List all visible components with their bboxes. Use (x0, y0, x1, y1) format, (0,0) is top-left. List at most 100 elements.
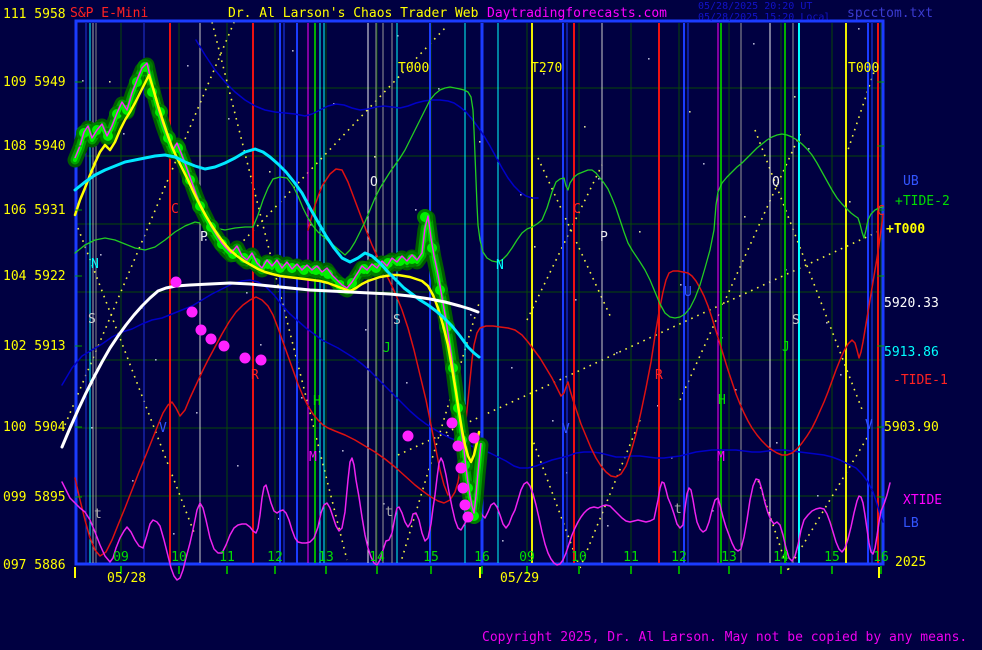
signal-dot (239, 352, 251, 364)
star-speck (753, 43, 755, 45)
hour-label: 16 (873, 549, 889, 565)
signal-dot (452, 440, 464, 452)
copyright-notice: Copyright 2025, Dr. Al Larson. May not b… (482, 630, 968, 645)
right-label-590390: 5903.90 (884, 419, 939, 435)
star-speck (616, 352, 618, 354)
dotted-cycle-line (757, 479, 789, 571)
star-speck (365, 329, 367, 331)
right-label-t000: +T000 (886, 221, 926, 237)
hour-label: 14 (369, 549, 385, 565)
y-axis-label: 097 5886 (3, 557, 66, 573)
y-axis-label: 106 5931 (3, 202, 66, 218)
cycle-letter-P: P (200, 229, 208, 245)
cycle-letter-V: V (159, 420, 167, 436)
hour-label: 11 (623, 549, 639, 565)
dotted-cycle-line (579, 419, 641, 569)
star-speck (520, 194, 522, 196)
star-speck (292, 50, 294, 52)
star-speck (155, 359, 157, 361)
star-speck (607, 525, 609, 527)
xtide-line (61, 457, 891, 581)
star-speck (657, 405, 659, 407)
star-speck (406, 382, 408, 384)
timestamp-ut: 05/28/2025 20:20 UT (698, 1, 813, 12)
star-speck (543, 73, 545, 75)
star-speck (680, 284, 682, 286)
cycle-letter-C: C (877, 203, 885, 219)
data-file-link[interactable]: spcctom.txt (847, 6, 934, 21)
cycle-letter-t: t (94, 506, 102, 522)
star-speck (123, 133, 125, 135)
dotted-cycle-line (847, 59, 879, 151)
star-speck (397, 35, 399, 37)
cycle-letter-O: O (772, 174, 780, 190)
cycle-letter-N: N (91, 256, 99, 272)
green-cycle-line (74, 86, 884, 319)
cycle-letter-t: t (385, 504, 393, 520)
date-label: 05/29 (500, 570, 540, 586)
signal-dot (186, 306, 198, 318)
star-speck (808, 148, 810, 150)
star-speck (109, 81, 111, 83)
hour-label: 15 (824, 549, 840, 565)
price-tick-line (74, 62, 482, 514)
time-cycle-label: T000 (398, 60, 430, 76)
dotted-cycle-line (526, 164, 603, 321)
hour-label: 14 (773, 549, 789, 565)
star-speck (374, 156, 376, 158)
star-speck (849, 201, 851, 203)
star-speck (228, 118, 230, 120)
star-speck (470, 314, 472, 316)
star-speck (671, 457, 673, 459)
star-speck (858, 28, 860, 30)
star-speck (502, 540, 504, 542)
right-label-591386: 5913.86 (884, 344, 939, 360)
star-speck (511, 367, 513, 369)
cycle-letter-N: N (496, 257, 504, 273)
cycle-letter-C: C (573, 201, 581, 217)
star-speck (383, 503, 385, 505)
hour-label: 13 (318, 549, 334, 565)
star-speck (415, 209, 417, 211)
y-axis-label: 099 5895 (3, 489, 66, 505)
site-link[interactable]: Daytradingforecasts.com (487, 6, 668, 21)
cycle-letter-V: V (562, 421, 570, 437)
date-label: 05/28 (107, 570, 147, 586)
upper-band-line (195, 39, 539, 199)
cycle-letter-S: S (88, 311, 96, 327)
signal-dot (255, 354, 267, 366)
year-label: 2025 (895, 554, 927, 570)
star-speck (776, 442, 778, 444)
star-speck (196, 412, 198, 414)
cycle-letter-S: S (792, 312, 800, 328)
star-speck (91, 427, 93, 429)
lower-band-line (61, 279, 884, 523)
star-speck (826, 322, 828, 324)
hour-label: 13 (721, 549, 737, 565)
star-speck (689, 111, 691, 113)
hour-label: 09 (113, 549, 129, 565)
cycle-letter-P: P (600, 229, 608, 245)
cycle-letter-J: J (782, 339, 790, 355)
signal-dot (459, 499, 471, 511)
star-speck (534, 246, 536, 248)
signal-dot (218, 340, 230, 352)
star-speck (310, 224, 312, 226)
star-speck (187, 65, 189, 67)
y-axis-label: 108 5940 (3, 138, 66, 154)
cycle-letter-t: t (674, 501, 682, 517)
star-speck (552, 420, 554, 422)
cycle-letter-R: R (251, 367, 259, 383)
star-speck (173, 533, 175, 535)
star-speck (301, 397, 303, 399)
time-cycle-label: T270 (531, 60, 563, 76)
signal-dot (402, 430, 414, 442)
white-ma-line (60, 281, 480, 449)
star-speck (598, 178, 600, 180)
star-speck (342, 450, 344, 452)
star-speck (479, 141, 481, 143)
cycle-letter-H: H (313, 393, 321, 409)
cyan-ma-line (73, 147, 481, 359)
